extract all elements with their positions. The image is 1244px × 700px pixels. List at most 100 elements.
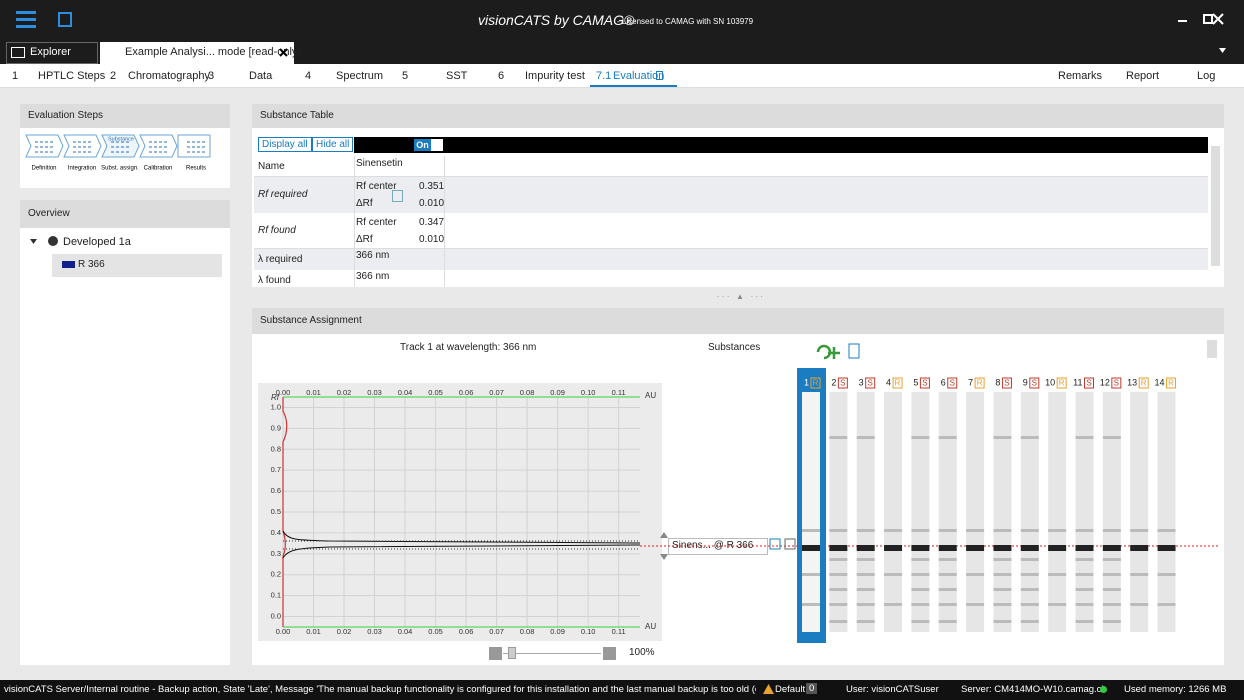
y-axis-label: Rf	[271, 393, 280, 402]
toolbar-icons[interactable]	[818, 346, 840, 359]
y-tick-label: 0.2	[271, 570, 281, 579]
y-tick-label: 0.0	[271, 612, 281, 621]
track-strip	[857, 392, 875, 632]
track-band	[1048, 545, 1066, 551]
track-number: 8	[995, 377, 1000, 387]
track-band	[911, 588, 929, 591]
track-number: 1	[804, 377, 809, 387]
track-band	[1048, 573, 1066, 576]
default-count: 0	[806, 683, 817, 694]
step-link[interactable]: Log	[1197, 70, 1215, 82]
track-band	[1103, 436, 1121, 439]
delete-icon	[656, 71, 663, 80]
track-kind: S	[1086, 379, 1091, 388]
track-band	[829, 603, 847, 606]
track-band	[829, 436, 847, 439]
track-kind: S	[1004, 379, 1009, 388]
selector-icon[interactable]	[785, 539, 795, 549]
track-number: 5	[913, 377, 918, 387]
track-band	[911, 436, 929, 439]
track-band	[993, 529, 1011, 532]
track-band	[1103, 558, 1121, 561]
track-band	[993, 436, 1011, 439]
track-band	[857, 573, 875, 576]
step-number: 2	[110, 70, 116, 82]
track-band	[993, 603, 1011, 606]
x-tick-label: 0.11	[612, 627, 626, 636]
step-label[interactable]: SST	[446, 70, 467, 82]
x-tick-label: 0.07	[489, 627, 504, 636]
x-tick-label: 0.07	[489, 388, 504, 397]
track-band	[829, 573, 847, 576]
track-kind: R	[895, 379, 901, 388]
track-band	[857, 603, 875, 606]
track-band	[1076, 620, 1094, 623]
track-band	[1076, 603, 1094, 606]
track-kind: R	[813, 379, 819, 388]
track-number: 4	[886, 377, 891, 387]
y-tick-label: 0.6	[271, 486, 281, 495]
x-tick-label: 0.08	[520, 627, 535, 636]
x-tick-label: 0.06	[459, 388, 474, 397]
x-tick-label: 0.02	[337, 627, 352, 636]
track-band	[1021, 529, 1039, 532]
step-label[interactable]: Chromatography	[128, 70, 210, 82]
step-link[interactable]: Remarks	[1058, 70, 1102, 82]
track-band	[1103, 529, 1121, 532]
track-band	[829, 545, 847, 551]
step-label[interactable]: Spectrum	[336, 70, 383, 82]
track-band	[1076, 588, 1094, 591]
track-band	[1021, 603, 1039, 606]
x-unit: AU	[645, 391, 656, 400]
track-band	[1158, 573, 1176, 576]
track-band	[993, 558, 1011, 561]
track-band	[1076, 529, 1094, 532]
step-label[interactable]: Data	[249, 70, 272, 82]
track-band	[1130, 573, 1148, 576]
track-strip	[1103, 392, 1121, 632]
track-band	[1158, 545, 1176, 551]
y-tick-label: 0.1	[271, 591, 281, 600]
selector-icon[interactable]	[770, 539, 780, 549]
y-tick-label: 0.8	[271, 444, 281, 453]
track-strip	[802, 392, 820, 632]
step-number: 7.1	[596, 70, 611, 82]
track-strip	[939, 392, 957, 632]
track-band	[1158, 603, 1176, 606]
step-label[interactable]: HPTLC Steps	[38, 70, 105, 82]
track-band	[911, 529, 929, 532]
x-tick-label: 0.10	[581, 388, 596, 397]
y-tick-label: 0.7	[271, 465, 281, 474]
add-file-icon[interactable]	[849, 344, 859, 358]
track-strip	[1076, 392, 1094, 632]
track-band	[1021, 558, 1039, 561]
active-step-underline	[590, 85, 677, 87]
x-tick-label: 0.00	[276, 627, 291, 636]
scroll-handle[interactable]	[1207, 340, 1217, 358]
x-tick-label: 0.04	[398, 627, 413, 636]
track-kind: S	[868, 379, 873, 388]
step-number: 4	[305, 70, 311, 82]
track-band	[939, 588, 957, 591]
status-server: Server: CM414MO-W10.camag.ch	[961, 684, 1107, 695]
track-band	[1076, 436, 1094, 439]
track-number: 2	[831, 377, 836, 387]
x-tick-label: 0.11	[612, 388, 626, 397]
track-band	[1103, 620, 1121, 623]
track-strip	[966, 392, 984, 632]
step-label[interactable]: Impurity test	[525, 70, 585, 82]
step-number: 6	[498, 70, 504, 82]
track-band	[857, 620, 875, 623]
x-tick-label: 0.03	[367, 388, 382, 397]
track-band	[1048, 603, 1066, 606]
track-band	[939, 436, 957, 439]
step-link[interactable]: Report	[1126, 70, 1159, 82]
track-band	[993, 588, 1011, 591]
track-band	[966, 529, 984, 532]
track-band	[857, 558, 875, 561]
track-band	[1021, 436, 1039, 439]
x-tick-label: 0.05	[428, 388, 443, 397]
track-band	[857, 436, 875, 439]
y-tick-label: 0.5	[271, 507, 281, 516]
